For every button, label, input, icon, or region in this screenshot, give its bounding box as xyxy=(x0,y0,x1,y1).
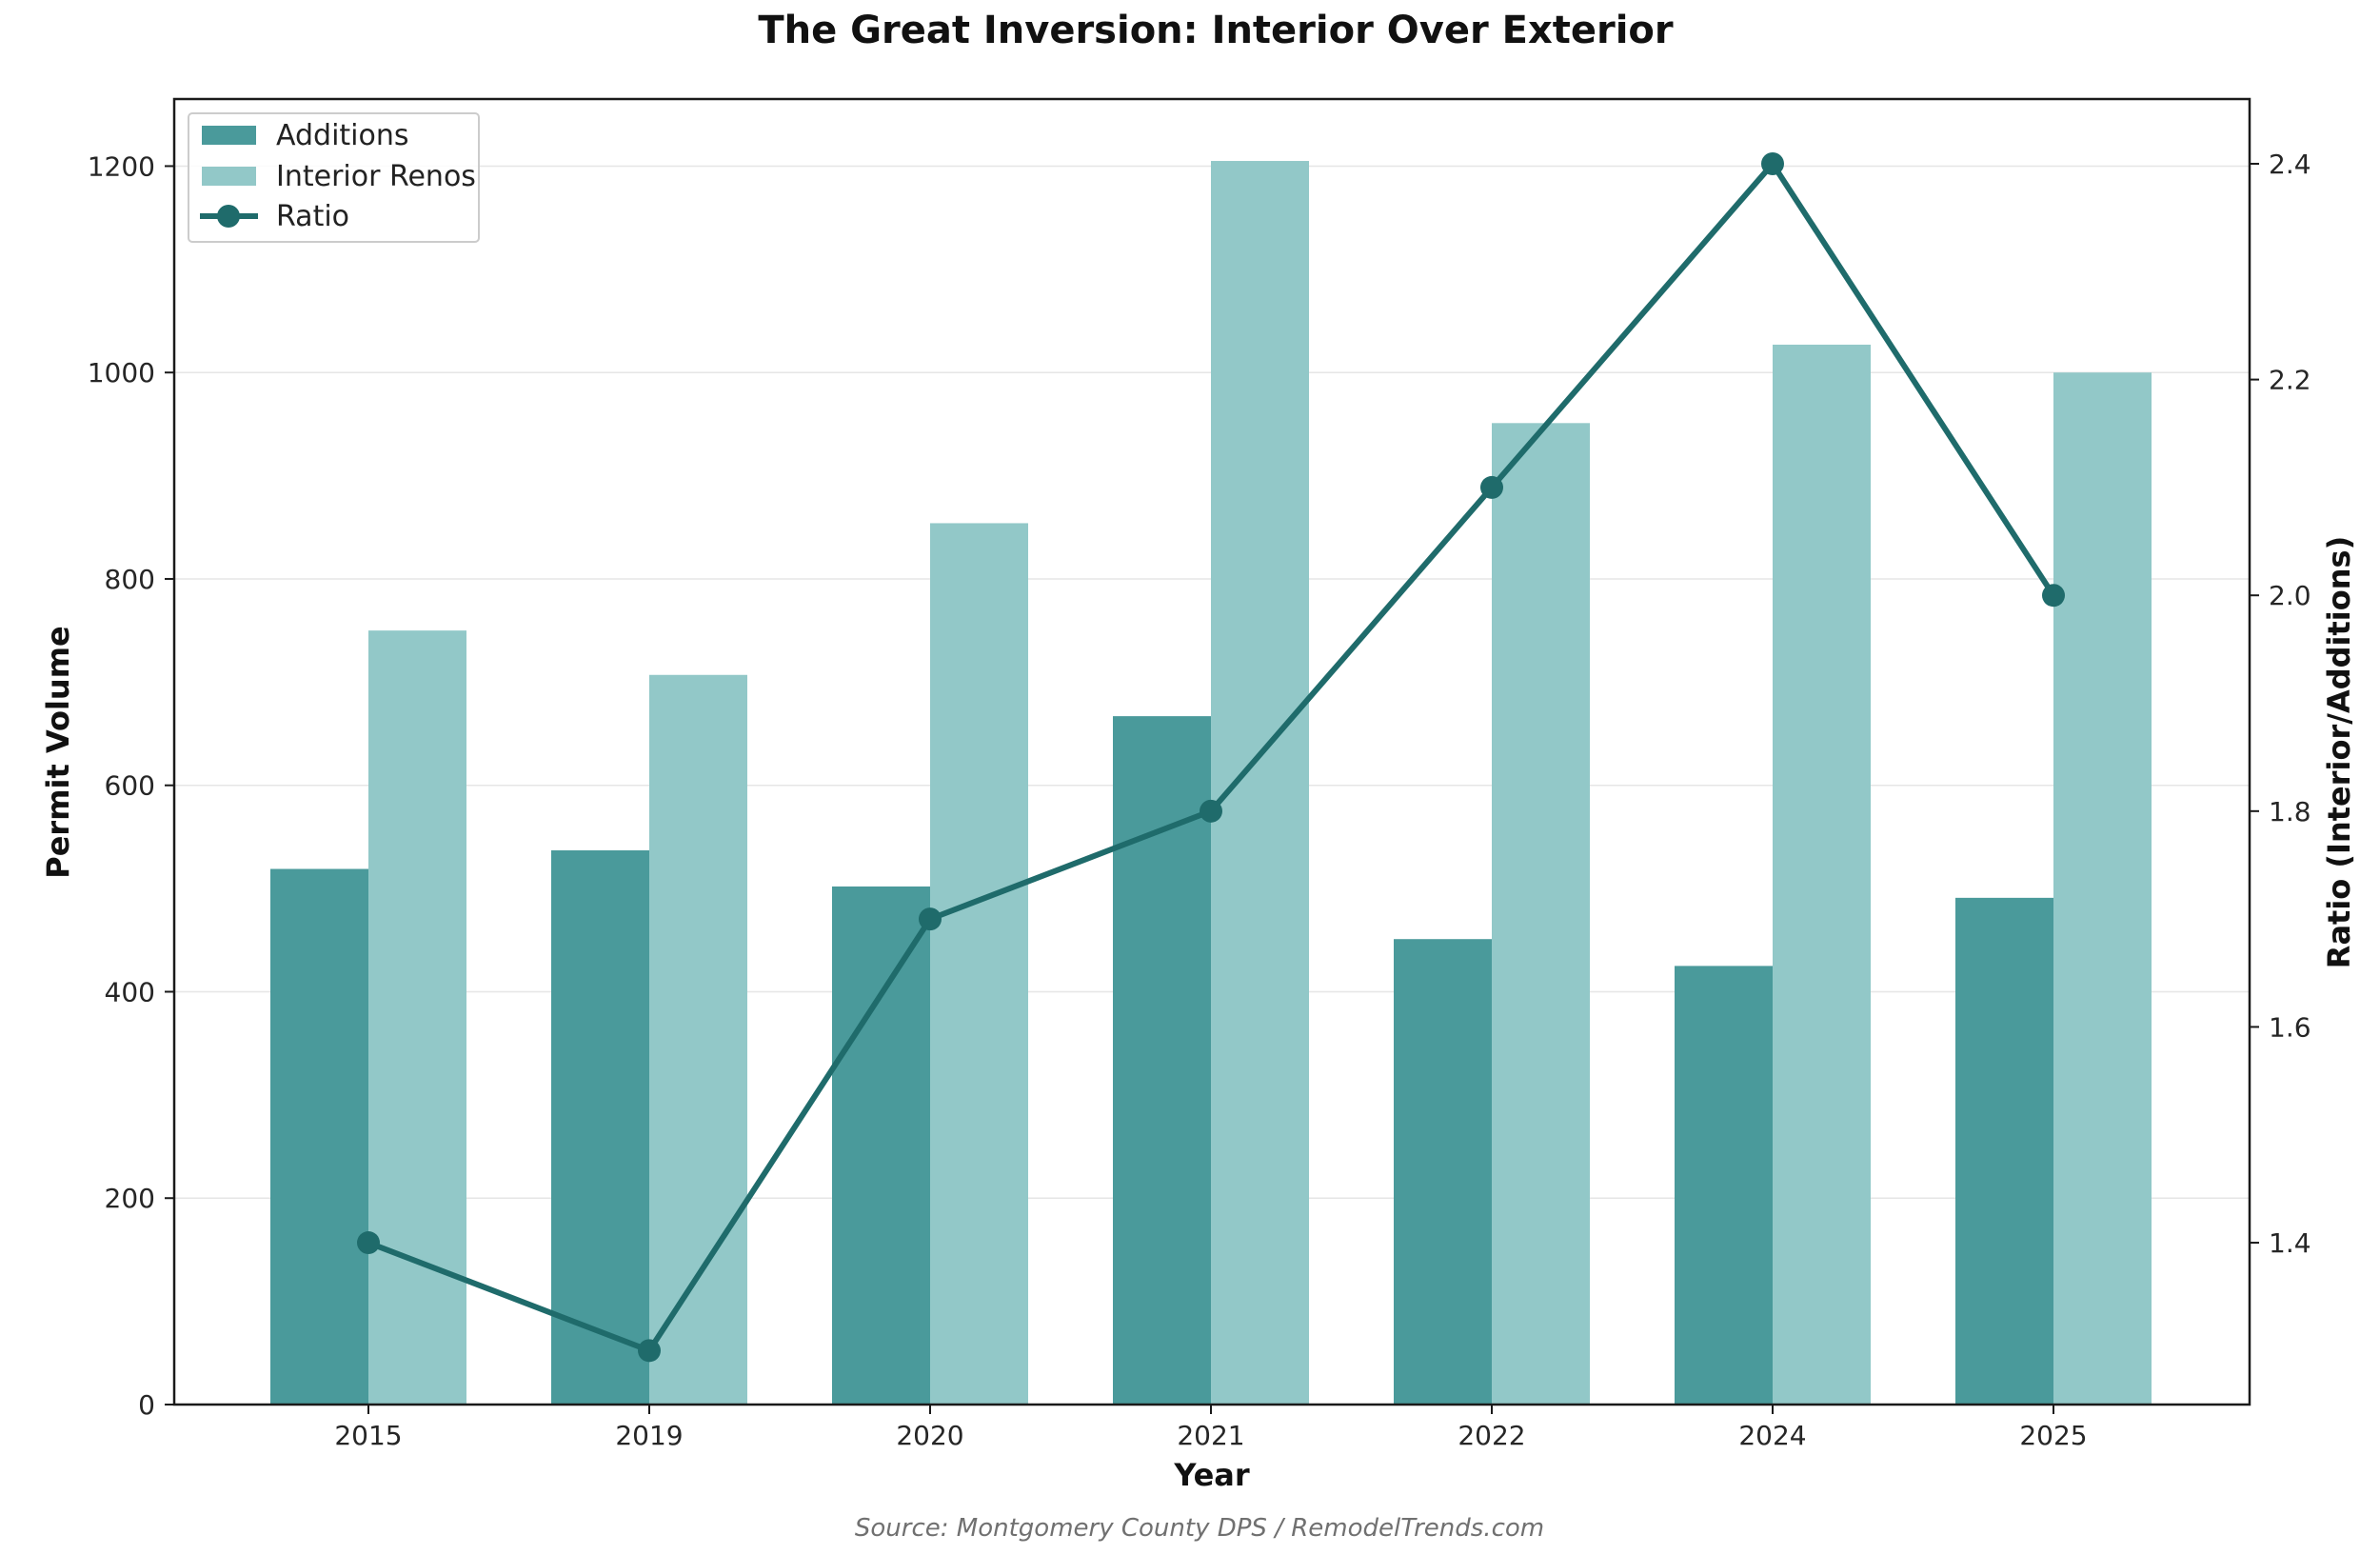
y-tick-label: 200 xyxy=(105,1183,155,1214)
ratio-point xyxy=(2042,584,2065,608)
x-tick-label: 2019 xyxy=(615,1420,683,1451)
bar-additions xyxy=(270,868,368,1405)
y2-tick-label: 1.6 xyxy=(2269,1011,2311,1043)
x-tick-label: 2025 xyxy=(2019,1420,2087,1451)
ratio-point xyxy=(357,1231,380,1255)
legend-label-additions: Additions xyxy=(276,119,409,152)
y-tick-label: 400 xyxy=(105,976,155,1007)
y2-tick-label: 1.8 xyxy=(2269,796,2311,827)
legend-label-interior-renos: Interior Renos xyxy=(276,160,476,193)
x-tick-label: 2024 xyxy=(1738,1420,1806,1451)
y-tick-label: 0 xyxy=(138,1389,155,1421)
right-y-axis: 1.4 1.6 1.8 2.0 2.2 2.4 xyxy=(2250,149,2311,1259)
y-tick-label: 600 xyxy=(105,770,155,802)
bar-interior-renos xyxy=(1492,423,1590,1405)
x-tick-label: 2021 xyxy=(1177,1420,1244,1451)
chart-title: The Great Inversion: Interior Over Exter… xyxy=(758,9,1674,52)
bar-additions xyxy=(832,886,930,1405)
bar-interior-renos xyxy=(368,630,466,1405)
y2-tick-label: 2.0 xyxy=(2269,580,2311,611)
bar-additions xyxy=(1955,897,2053,1405)
legend-box xyxy=(188,112,480,243)
bar-interior-renos xyxy=(1773,344,1871,1405)
bars xyxy=(270,161,2152,1405)
y2-tick-label: 1.4 xyxy=(2269,1227,2311,1259)
ratio-point xyxy=(919,907,942,931)
bar-additions xyxy=(1394,939,1492,1405)
legend: Additions Interior Renos Ratio xyxy=(188,112,480,243)
ratio-point xyxy=(1480,475,1503,499)
left-y-axis: 0 200 400 600 800 1000 1200 xyxy=(88,150,174,1421)
x-tick-label: 2015 xyxy=(334,1420,402,1451)
x-tick-label: 2020 xyxy=(896,1420,963,1451)
y-tick-label: 1000 xyxy=(88,357,155,389)
x-axis: 2015 2019 2020 2021 2022 2024 2025 xyxy=(334,1405,2088,1451)
y2-axis-title: Ratio (Interior/Additions) xyxy=(2321,536,2357,968)
bar-interior-renos xyxy=(1211,161,1309,1405)
bar-additions xyxy=(551,850,649,1405)
x-axis-title: Year xyxy=(1173,1457,1250,1493)
bar-interior-renos xyxy=(649,674,747,1405)
x-tick-label: 2022 xyxy=(1458,1420,1525,1451)
bar-interior-renos xyxy=(2053,372,2152,1405)
legend-swatch-interior-renos xyxy=(202,167,256,186)
ratio-point xyxy=(638,1339,661,1363)
bar-additions xyxy=(1675,966,1773,1405)
bar-interior-renos xyxy=(930,523,1028,1405)
y-tick-label: 1200 xyxy=(88,150,155,182)
ratio-point xyxy=(1761,151,1784,175)
legend-label-ratio: Ratio xyxy=(276,200,349,233)
y-axis-title: Permit Volume xyxy=(40,626,76,878)
legend-swatch-ratio-marker xyxy=(217,205,240,228)
y2-tick-label: 2.2 xyxy=(2269,365,2311,396)
legend-swatch-additions xyxy=(202,126,256,145)
ratio-point xyxy=(1200,799,1222,823)
y2-tick-label: 2.4 xyxy=(2269,149,2311,180)
source-note: Source: Montgomery County DPS / RemodelT… xyxy=(855,1514,1544,1543)
y-tick-label: 800 xyxy=(105,564,155,595)
ratio-line-layer xyxy=(357,151,2065,1363)
